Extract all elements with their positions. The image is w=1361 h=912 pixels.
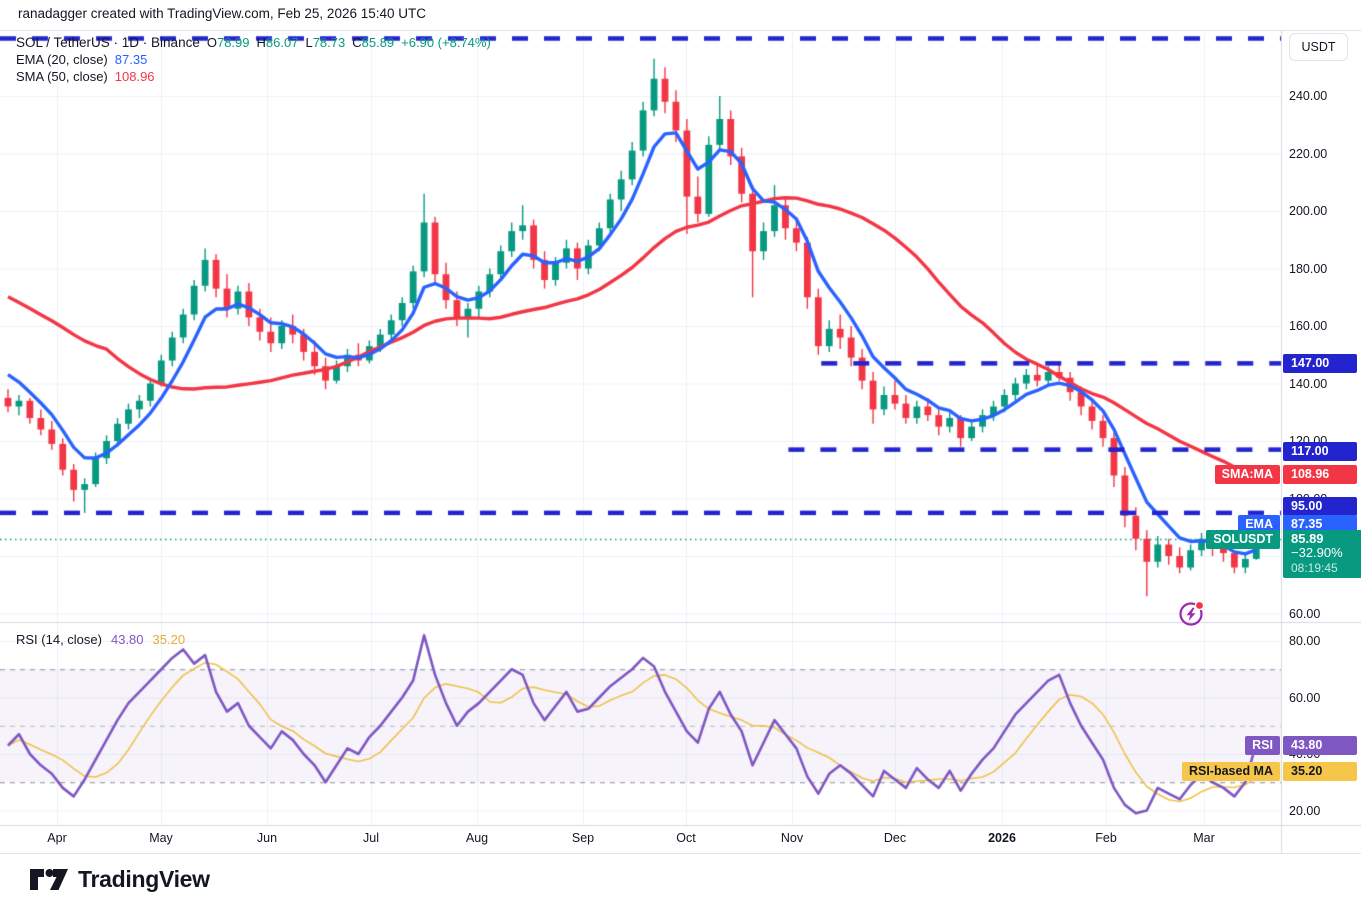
close-value: 85.89 bbox=[361, 34, 395, 50]
price-tick-label: 240.00 bbox=[1289, 89, 1328, 103]
time-axis-label: Jun bbox=[256, 831, 278, 845]
time-axis-label: Aug bbox=[465, 831, 489, 845]
sma-value-badge: 108.96 bbox=[1283, 465, 1357, 484]
currency-toggle-button[interactable]: USDT bbox=[1289, 33, 1348, 61]
last-price-box: 85.89 −32.90% 08:19:45 bbox=[1283, 530, 1361, 578]
high-value: 86.07 bbox=[265, 34, 299, 50]
last-price-value: 85.89 bbox=[1291, 531, 1324, 546]
price-tick-label: 180.00 bbox=[1289, 261, 1328, 276]
time-axis-label: Jul bbox=[363, 831, 379, 845]
sma-value: 108.96 bbox=[114, 68, 155, 84]
time-axis-label: 2026 bbox=[988, 831, 1016, 845]
rsi-tag: RSI bbox=[1245, 736, 1280, 755]
ema-tag: EMA bbox=[1238, 515, 1280, 534]
low-value: 78.73 bbox=[312, 34, 346, 50]
symbol-title: SOL / TetherUS · 1D · Binance bbox=[16, 34, 200, 50]
time-axis-label: Mar bbox=[1193, 831, 1215, 845]
ema-legend-row[interactable]: EMA (20, close) 87.35 bbox=[16, 51, 491, 67]
sma-tag: SMA:MA bbox=[1214, 465, 1280, 484]
last-change-pct: −32.90% bbox=[1291, 545, 1343, 560]
price-tick-label: 220.00 bbox=[1289, 146, 1328, 161]
rsi-tick-label: 80.00 bbox=[1289, 634, 1321, 648]
chart-area[interactable]: SOL / TetherUS · 1D · Binance O78.99 H86… bbox=[0, 30, 1361, 854]
bar-countdown: 08:19:45 bbox=[1291, 561, 1338, 575]
close-label: C bbox=[352, 34, 362, 50]
sma-legend-row[interactable]: SMA (50, close) 108.96 bbox=[16, 68, 491, 84]
flash-icon[interactable] bbox=[1176, 596, 1208, 630]
level-95-badge[interactable]: 95.00 bbox=[1283, 497, 1357, 516]
rsi-ma-tag: RSI-based MA bbox=[1181, 762, 1280, 781]
price-scale[interactable] bbox=[1281, 31, 1361, 825]
rsi-ma-value: 35.20 bbox=[152, 632, 186, 647]
symbol-tag: SOLUSDT bbox=[1206, 530, 1280, 549]
rsi-value: 43.80 bbox=[110, 632, 144, 647]
rsi-value-badge: 43.80 bbox=[1283, 736, 1357, 755]
ema-value: 87.35 bbox=[114, 51, 148, 67]
time-axis-label: Apr bbox=[47, 831, 67, 845]
price-tick-label: 140.00 bbox=[1289, 376, 1328, 391]
time-axis-label: Sep bbox=[571, 831, 595, 845]
rsi-ma-value-badge: 35.20 bbox=[1283, 762, 1357, 781]
time-axis-label: Nov bbox=[780, 831, 804, 845]
sma-label: SMA (50, close) bbox=[16, 68, 108, 84]
main-legend: SOL / TetherUS · 1D · Binance O78.99 H86… bbox=[16, 34, 491, 85]
rsi-label: RSI (14, close) bbox=[16, 632, 102, 647]
time-axis-label: May bbox=[149, 831, 173, 845]
open-value: 78.99 bbox=[216, 34, 250, 50]
brand-name: TradingView bbox=[78, 866, 210, 892]
ema-label: EMA (20, close) bbox=[16, 51, 108, 67]
level-147-badge[interactable]: 147.00 bbox=[1283, 354, 1357, 373]
rsi-tick-label: 60.00 bbox=[1289, 690, 1321, 705]
time-axis-label: Dec bbox=[883, 831, 907, 845]
symbol-legend-row[interactable]: SOL / TetherUS · 1D · Binance O78.99 H86… bbox=[16, 34, 491, 50]
change-value: +6.90 (+8.74%) bbox=[401, 34, 491, 50]
open-label: O bbox=[206, 34, 217, 50]
high-label: H bbox=[256, 34, 266, 50]
time-axis-label: Feb bbox=[1095, 831, 1117, 845]
rsi-tick-label: 20.00 bbox=[1289, 803, 1321, 818]
rsi-legend-row[interactable]: RSI (14, close) 43.80 35.20 bbox=[16, 632, 185, 647]
low-label: L bbox=[305, 34, 313, 50]
tradingview-logo-icon bbox=[30, 869, 68, 890]
footer-brand[interactable]: TradingView bbox=[28, 866, 210, 893]
price-tick-label: 160.00 bbox=[1289, 319, 1328, 333]
price-tick-label: 60.00 bbox=[1289, 606, 1321, 621]
level-117-badge[interactable]: 117.00 bbox=[1283, 442, 1357, 461]
price-chart-canvas[interactable] bbox=[0, 31, 1361, 853]
ema-value-badge: 87.35 bbox=[1283, 515, 1357, 534]
attribution-text: ranadagger created with TradingView.com,… bbox=[18, 6, 426, 21]
price-tick-label: 200.00 bbox=[1289, 204, 1328, 218]
time-axis-label: Oct bbox=[676, 831, 696, 845]
